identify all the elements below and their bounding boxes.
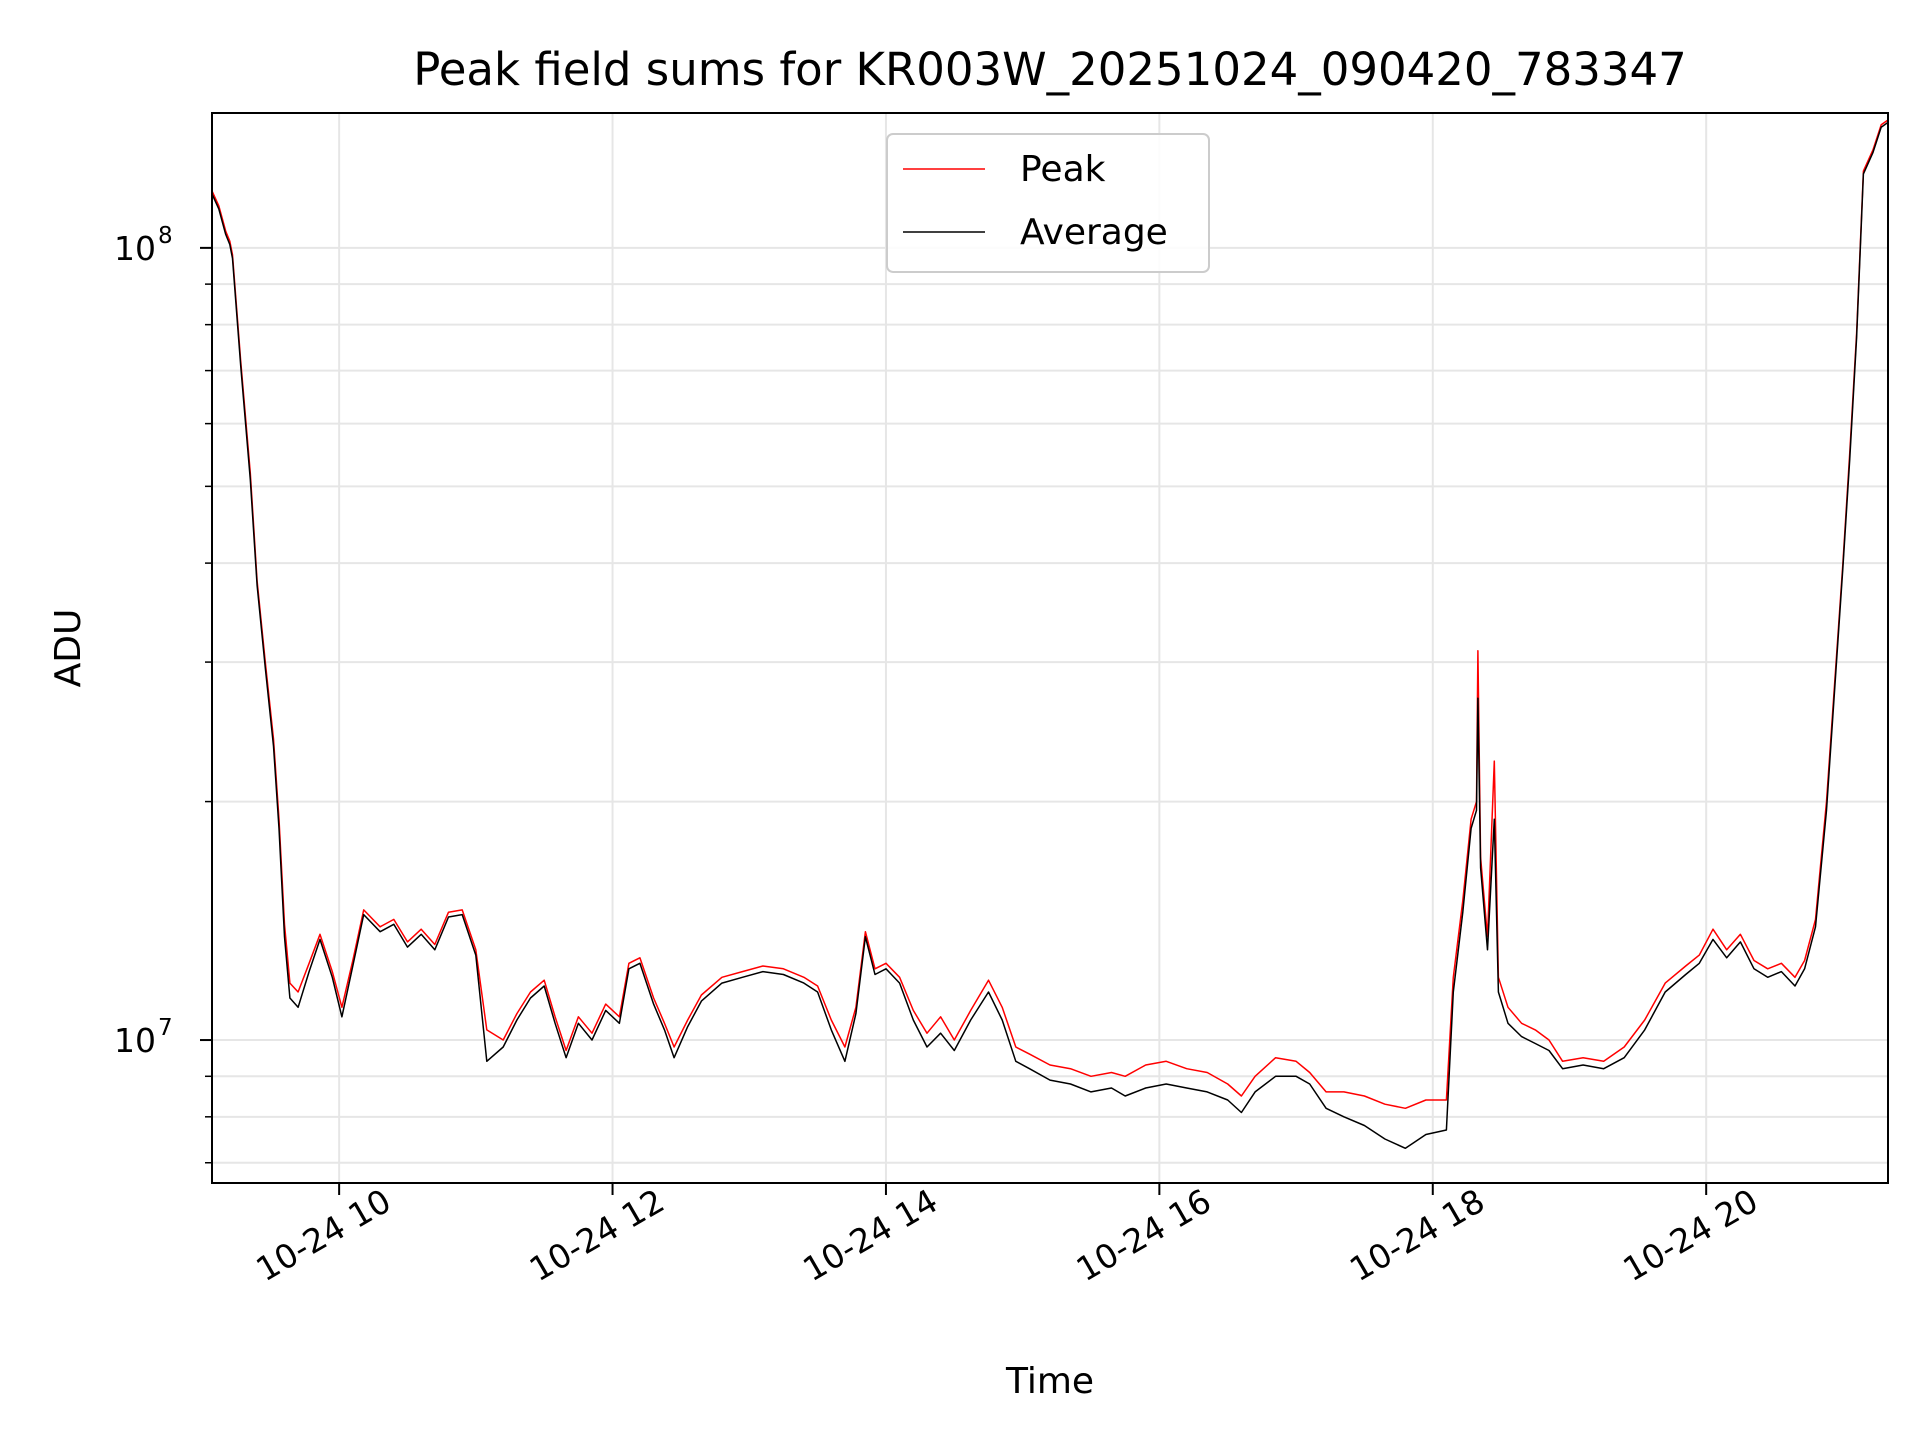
- y-tick-exp-0: 7: [158, 1015, 173, 1041]
- y-tick-label-1: 10 8: [114, 223, 173, 268]
- y-tick-base-0: 10: [114, 1021, 156, 1060]
- legend-label-average: Average: [1020, 212, 1168, 253]
- y-tick-label-0: 10 7: [114, 1015, 173, 1060]
- y-tick-base-1: 10: [114, 229, 156, 268]
- series-line-average: [211, 121, 1889, 1150]
- legend-label-peak: Peak: [1020, 149, 1106, 190]
- series-line-peak: [211, 119, 1889, 1110]
- chart-title: Peak field sums for KR003W_20251024_0904…: [413, 43, 1687, 96]
- y-tick-exp-1: 8: [158, 223, 173, 249]
- grid: [212, 113, 1888, 1183]
- legend: Peak Average: [886, 133, 1210, 273]
- plot-frame: [211, 112, 1889, 1184]
- x-axis-label: Time: [1005, 1361, 1094, 1402]
- series-layer: [211, 119, 1889, 1150]
- y-axis-label: ADU: [48, 609, 89, 688]
